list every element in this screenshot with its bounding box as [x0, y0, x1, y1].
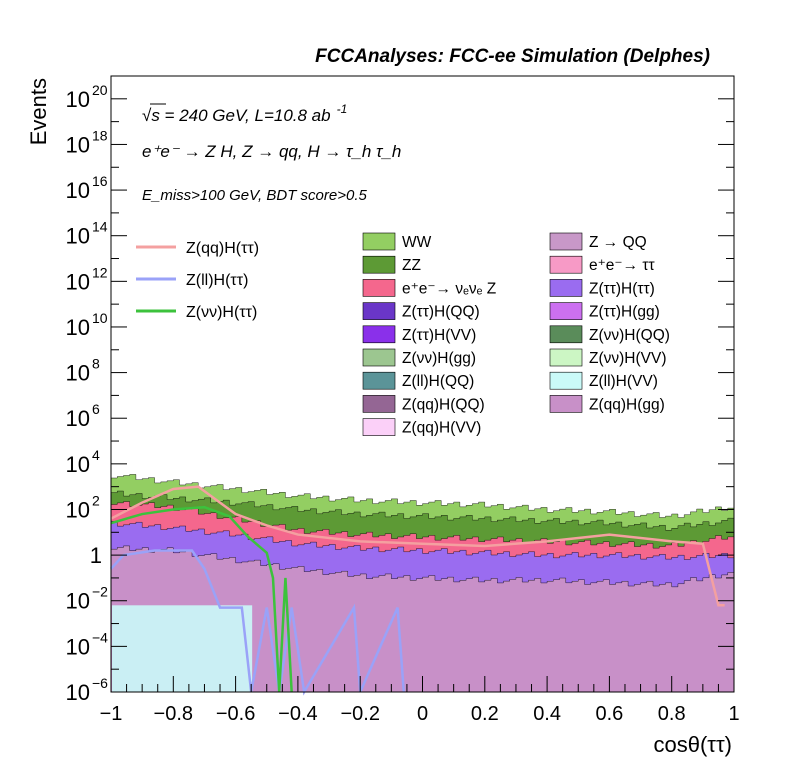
- legend-label: Z(νν)H(VV): [589, 350, 667, 367]
- legend-label: ZZ: [402, 257, 421, 274]
- legend-label: Z → QQ: [589, 234, 647, 251]
- y-tick-label: 10: [66, 680, 90, 705]
- legend-swatch: [549, 255, 583, 274]
- y-tick-exponent: 8: [92, 356, 100, 372]
- legend-swatch: [549, 232, 583, 251]
- x-tick-label: 0.4: [533, 703, 561, 725]
- legend-swatch: [549, 325, 583, 344]
- stack-zqqhgg: [110, 545, 735, 693]
- legend-swatch: [549, 279, 583, 297]
- x-axis: −1 −0.8 −0.6 −0.4 −0.2 0 0.2 0.4 0.6 0.8 1: [100, 676, 740, 725]
- y-tick-exponent: 16: [92, 173, 108, 189]
- legend-swatch: [362, 371, 396, 390]
- background-stack: [110, 474, 735, 693]
- y-axis-label: Events: [26, 78, 51, 145]
- chart-title: FCCAnalyses: FCC-ee Simulation (Delphes): [315, 46, 710, 67]
- y-tick-exponent: 4: [92, 447, 100, 463]
- x-tick-label: −0.4: [278, 703, 317, 725]
- legend-label: Z(νν)H(QQ): [589, 327, 670, 344]
- legend-label: Z(ττ)H(VV): [402, 327, 476, 344]
- x-tick-label: −1: [100, 703, 123, 725]
- y-tick-label: 10: [66, 87, 90, 112]
- x-tick-label: 0: [417, 703, 428, 725]
- legend-label: e⁺e⁻→ ττ: [589, 257, 655, 274]
- legend-label: Z(ττ)H(QQ): [402, 304, 480, 321]
- cuts-annotation: E_miss>100 GeV, BDT score>0.5: [142, 187, 367, 204]
- y-tick-exponent: −4: [92, 629, 108, 645]
- background-legend: WW Z → QQ ZZ e⁺e⁻→ ττ e⁺e⁻→ νₑνₑ Z Z(ττ)H(ττ)…: [362, 232, 670, 437]
- y-tick-label: 10: [66, 497, 90, 522]
- x-tick-label: 1: [728, 703, 739, 725]
- y-tick-label: 10: [66, 269, 90, 294]
- legend-swatch: [362, 395, 396, 413]
- y-tick-exponent: 18: [92, 127, 108, 143]
- y-tick-label: 10: [66, 178, 90, 203]
- y-tick-exponent: 12: [92, 264, 108, 280]
- y-tick-exponent: −6: [92, 675, 108, 691]
- x-tick-label: 0.6: [595, 703, 623, 725]
- y-tick-label: 10: [66, 315, 90, 340]
- legend-swatch: [549, 371, 583, 390]
- legend-label: Z(qq)H(gg): [589, 396, 665, 413]
- legend-label: Z(ττ)H(gg): [589, 304, 660, 321]
- legend-swatch: [362, 325, 396, 344]
- y-tick-exponent: 10: [92, 310, 108, 326]
- signal-legend-label: Z(qq)H(ττ): [186, 240, 259, 257]
- x-tick-label: 0.8: [658, 703, 686, 725]
- y-tick-label: 10: [66, 224, 90, 249]
- y-tick-label: 10: [66, 634, 90, 659]
- legend-label: Z(qq)H(QQ): [402, 396, 485, 413]
- legend-label: Z(ll)H(QQ): [402, 373, 474, 390]
- y-tick-label: 10: [66, 452, 90, 477]
- signal-curve-zh: [110, 505, 293, 693]
- legend-swatch: [362, 418, 396, 436]
- y-tick-label: 1: [90, 543, 102, 568]
- legend-swatch: [362, 348, 396, 367]
- legend-swatch: [549, 302, 583, 320]
- y-tick-exponent: 20: [92, 82, 108, 98]
- y-tick-label: 10: [66, 406, 90, 431]
- signal-legend-label: Z(νν)H(ττ): [186, 304, 257, 321]
- legend-label: Z(ll)H(VV): [589, 373, 658, 390]
- signal-curve-zqqh: [110, 485, 725, 607]
- y-tick-exponent: 6: [92, 401, 100, 417]
- legend-label: Z(νν)H(gg): [402, 350, 476, 367]
- legend-swatch: [549, 348, 583, 367]
- y-tick-label: 10: [66, 589, 90, 614]
- y-tick-exponent: 2: [92, 492, 100, 508]
- legend-swatch: [362, 279, 396, 297]
- signal-curve-zllh: [110, 549, 406, 696]
- signal-legend: Z(qq)H(ττ) Z(ll)H(ττ) Z(νν)H(ττ): [136, 240, 259, 321]
- x-tick-label: −0.8: [154, 703, 193, 725]
- signal-legend-label: Z(ll)H(ττ): [186, 272, 248, 289]
- x-axis-label: cosθ(ττ): [653, 732, 732, 757]
- legend-label: Z(ττ)H(ττ): [589, 280, 655, 297]
- y-tick-label: 10: [66, 361, 90, 386]
- x-tick-label: −0.6: [216, 703, 255, 725]
- legend-swatch: [362, 302, 396, 320]
- legend-swatch: [362, 232, 396, 251]
- energy-annotation: √s = 240 GeV, L=10.8 ab -1: [142, 102, 347, 125]
- y-tick-exponent: −2: [92, 584, 108, 600]
- y-tick-exponent: 14: [92, 219, 108, 235]
- legend-label: e⁺e⁻→ νₑνₑ Z: [402, 280, 496, 297]
- stack-zllhvv: [112, 605, 253, 692]
- x-tick-label: −0.2: [340, 703, 379, 725]
- legend-swatch: [362, 255, 396, 274]
- y-tick-label: 10: [66, 132, 90, 157]
- x-tick-label: 0.2: [471, 703, 499, 725]
- annotation-block: √s = 240 GeV, L=10.8 ab -1 e⁺e⁻ → Z H, Z …: [142, 102, 401, 204]
- legend-label: Z(qq)H(VV): [402, 420, 481, 437]
- legend-label: WW: [402, 234, 432, 251]
- process-annotation: e⁺e⁻ → Z H, Z → qq, H → τ_h τ_h: [142, 142, 401, 161]
- legend-swatch: [549, 395, 583, 413]
- signal-curves: [110, 485, 725, 696]
